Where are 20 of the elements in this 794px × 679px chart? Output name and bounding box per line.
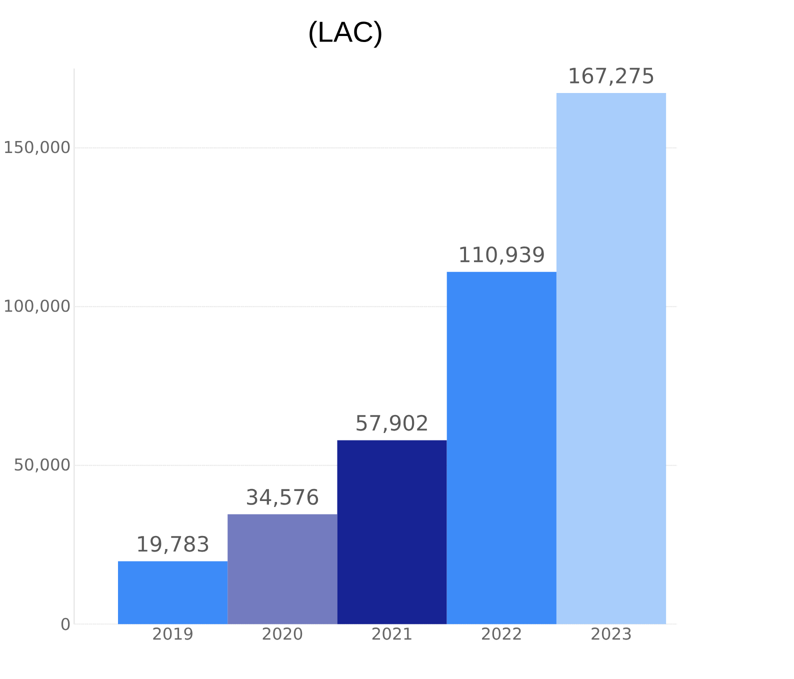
data-label: 19,783	[138, 536, 208, 554]
bar	[228, 514, 338, 624]
data-label: 34,576	[247, 488, 318, 508]
bar	[446, 272, 556, 624]
data-label: 57,902	[356, 414, 427, 433]
x-tick-label: 2022	[482, 627, 521, 640]
y-tick-label: 0	[61, 618, 70, 630]
bar	[118, 561, 228, 624]
x-tick-label: 2021	[372, 627, 412, 640]
y-tick-label: 50,000	[14, 458, 70, 472]
y-tick-label: 100,000	[5, 300, 70, 314]
bar	[556, 92, 666, 624]
data-label: 167,275	[570, 68, 654, 86]
bar	[337, 440, 447, 624]
x-tick-label: 2020	[262, 627, 302, 640]
chart-title: (LAC)	[310, 20, 382, 48]
data-label: 110,939	[460, 246, 544, 265]
y-tick-label: 150,000	[5, 140, 70, 155]
x-tick-label: 2019	[153, 627, 192, 640]
x-tick-label: 2023	[592, 627, 631, 640]
